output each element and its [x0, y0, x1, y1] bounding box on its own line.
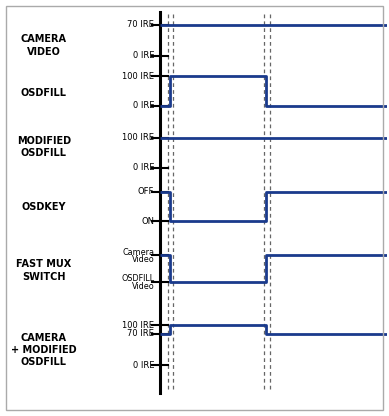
Text: 0 IRE: 0 IRE: [133, 163, 154, 172]
Text: CAMERA
+ MODIFIED
OSDFILL: CAMERA + MODIFIED OSDFILL: [11, 333, 77, 367]
Text: OFF: OFF: [138, 187, 154, 196]
Text: ON: ON: [141, 217, 154, 225]
Text: OSDFILL: OSDFILL: [21, 88, 67, 98]
Text: Camera: Camera: [122, 248, 154, 257]
Text: 100 IRE: 100 IRE: [122, 321, 154, 330]
Text: FAST MUX
SWITCH: FAST MUX SWITCH: [16, 260, 72, 282]
Text: 0 IRE: 0 IRE: [133, 102, 154, 110]
Text: 0 IRE: 0 IRE: [133, 51, 154, 60]
Text: Video: Video: [131, 282, 154, 291]
Text: OSDFILL: OSDFILL: [121, 274, 154, 283]
Text: 100 IRE: 100 IRE: [122, 72, 154, 81]
Text: 70 IRE: 70 IRE: [127, 20, 154, 29]
Text: 100 IRE: 100 IRE: [122, 134, 154, 143]
Text: Video: Video: [131, 255, 154, 264]
Text: OSDKEY: OSDKEY: [22, 202, 66, 212]
Text: MODIFIED
OSDFILL: MODIFIED OSDFILL: [17, 136, 71, 158]
Text: CAMERA
VIDEO: CAMERA VIDEO: [21, 34, 67, 57]
Text: 70 IRE: 70 IRE: [127, 329, 154, 338]
Text: 0 IRE: 0 IRE: [133, 361, 154, 370]
